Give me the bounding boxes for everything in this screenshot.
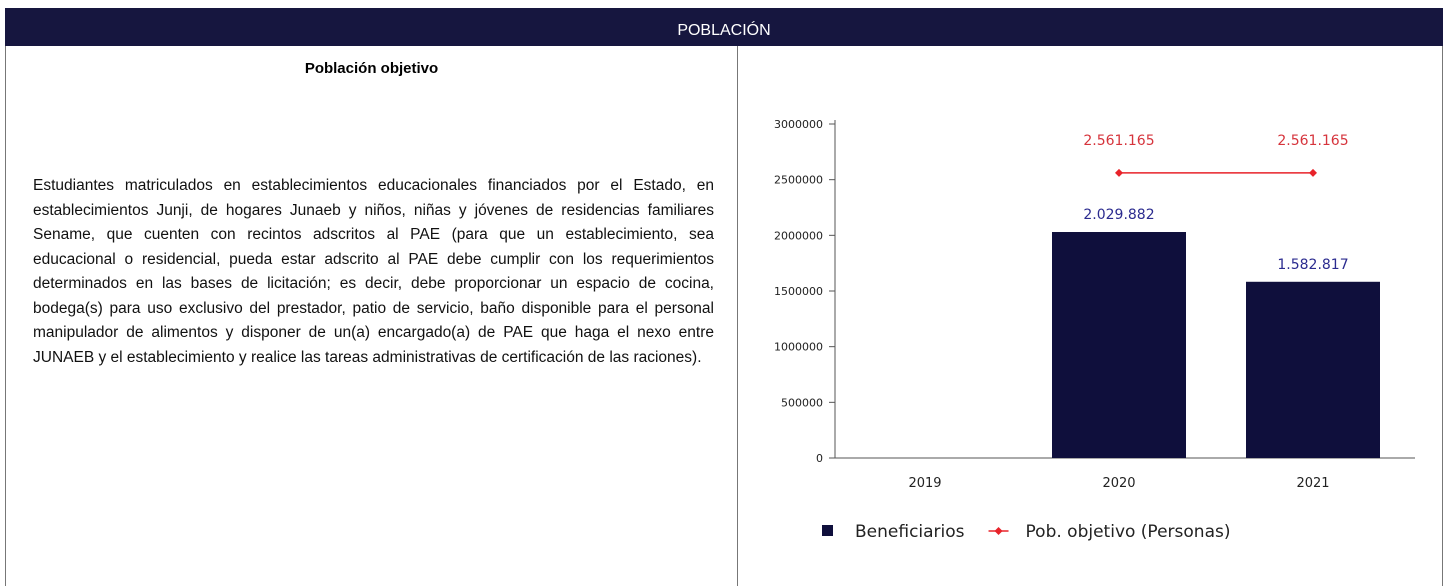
value-label: 1.582.817 (1277, 257, 1348, 273)
value-label: 2.029.882 (1083, 207, 1154, 223)
y-tick-label: 1500000 (774, 285, 823, 298)
bar (1052, 232, 1186, 458)
y-tick-label: 0 (816, 452, 823, 465)
y-tick-label: 3000000 (774, 118, 823, 131)
legend-swatch (994, 527, 1003, 535)
line-marker (1115, 168, 1123, 177)
chart-panel (737, 46, 1443, 586)
y-tick-label: 500000 (781, 396, 823, 409)
y-tick-label: 2000000 (774, 229, 823, 242)
y-tick-label: 2500000 (774, 174, 823, 187)
value-label: 2.561.165 (1277, 133, 1348, 149)
section-text: Estudiantes matriculados en establecimie… (33, 177, 714, 366)
text-panel: Población objetivo Estudiantes matricula… (5, 46, 738, 586)
value-label: 2.561.165 (1083, 133, 1154, 149)
x-tick-label: 2019 (908, 476, 941, 491)
legend-label: Beneficiarios (855, 522, 965, 542)
x-tick-label: 2020 (1102, 476, 1135, 491)
legend-swatch (822, 525, 833, 536)
line-marker (1309, 168, 1317, 177)
y-tick-label: 1000000 (774, 341, 823, 354)
bar (1246, 281, 1380, 458)
x-tick-label: 2021 (1296, 476, 1329, 491)
header-title: POBLACIÓN (5, 8, 1443, 46)
section-title: Población objetivo (304, 60, 439, 77)
legend-label: Pob. objetivo (Personas) (1026, 522, 1231, 542)
